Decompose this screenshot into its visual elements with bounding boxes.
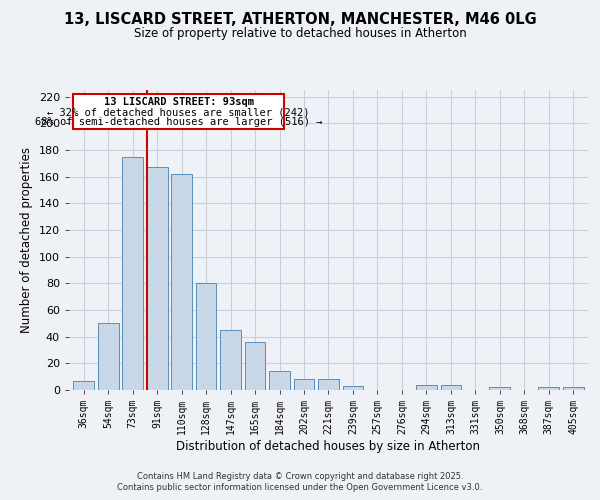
Text: Contains public sector information licensed under the Open Government Licence v3: Contains public sector information licen…: [118, 484, 482, 492]
Y-axis label: Number of detached properties: Number of detached properties: [20, 147, 33, 333]
Bar: [343, 386, 364, 390]
Bar: [220, 330, 241, 390]
Bar: [245, 342, 265, 390]
Text: 13 LISCARD STREET: 93sqm: 13 LISCARD STREET: 93sqm: [104, 98, 254, 108]
FancyBboxPatch shape: [73, 94, 284, 128]
Bar: [98, 324, 119, 390]
Bar: [73, 380, 94, 390]
Bar: [538, 388, 559, 390]
Bar: [318, 380, 339, 390]
Text: 13, LISCARD STREET, ATHERTON, MANCHESTER, M46 0LG: 13, LISCARD STREET, ATHERTON, MANCHESTER…: [64, 12, 536, 28]
Bar: [171, 174, 192, 390]
Text: Contains HM Land Registry data © Crown copyright and database right 2025.: Contains HM Land Registry data © Crown c…: [137, 472, 463, 481]
Bar: [490, 388, 510, 390]
Bar: [440, 384, 461, 390]
Text: ← 32% of detached houses are smaller (242): ← 32% of detached houses are smaller (24…: [47, 108, 310, 118]
Bar: [122, 156, 143, 390]
Bar: [147, 168, 167, 390]
Bar: [416, 384, 437, 390]
Text: 68% of semi-detached houses are larger (516) →: 68% of semi-detached houses are larger (…: [35, 118, 322, 128]
Bar: [196, 284, 217, 390]
Bar: [293, 380, 314, 390]
Bar: [563, 388, 584, 390]
Bar: [269, 372, 290, 390]
X-axis label: Distribution of detached houses by size in Atherton: Distribution of detached houses by size …: [176, 440, 481, 453]
Text: Size of property relative to detached houses in Atherton: Size of property relative to detached ho…: [134, 28, 466, 40]
